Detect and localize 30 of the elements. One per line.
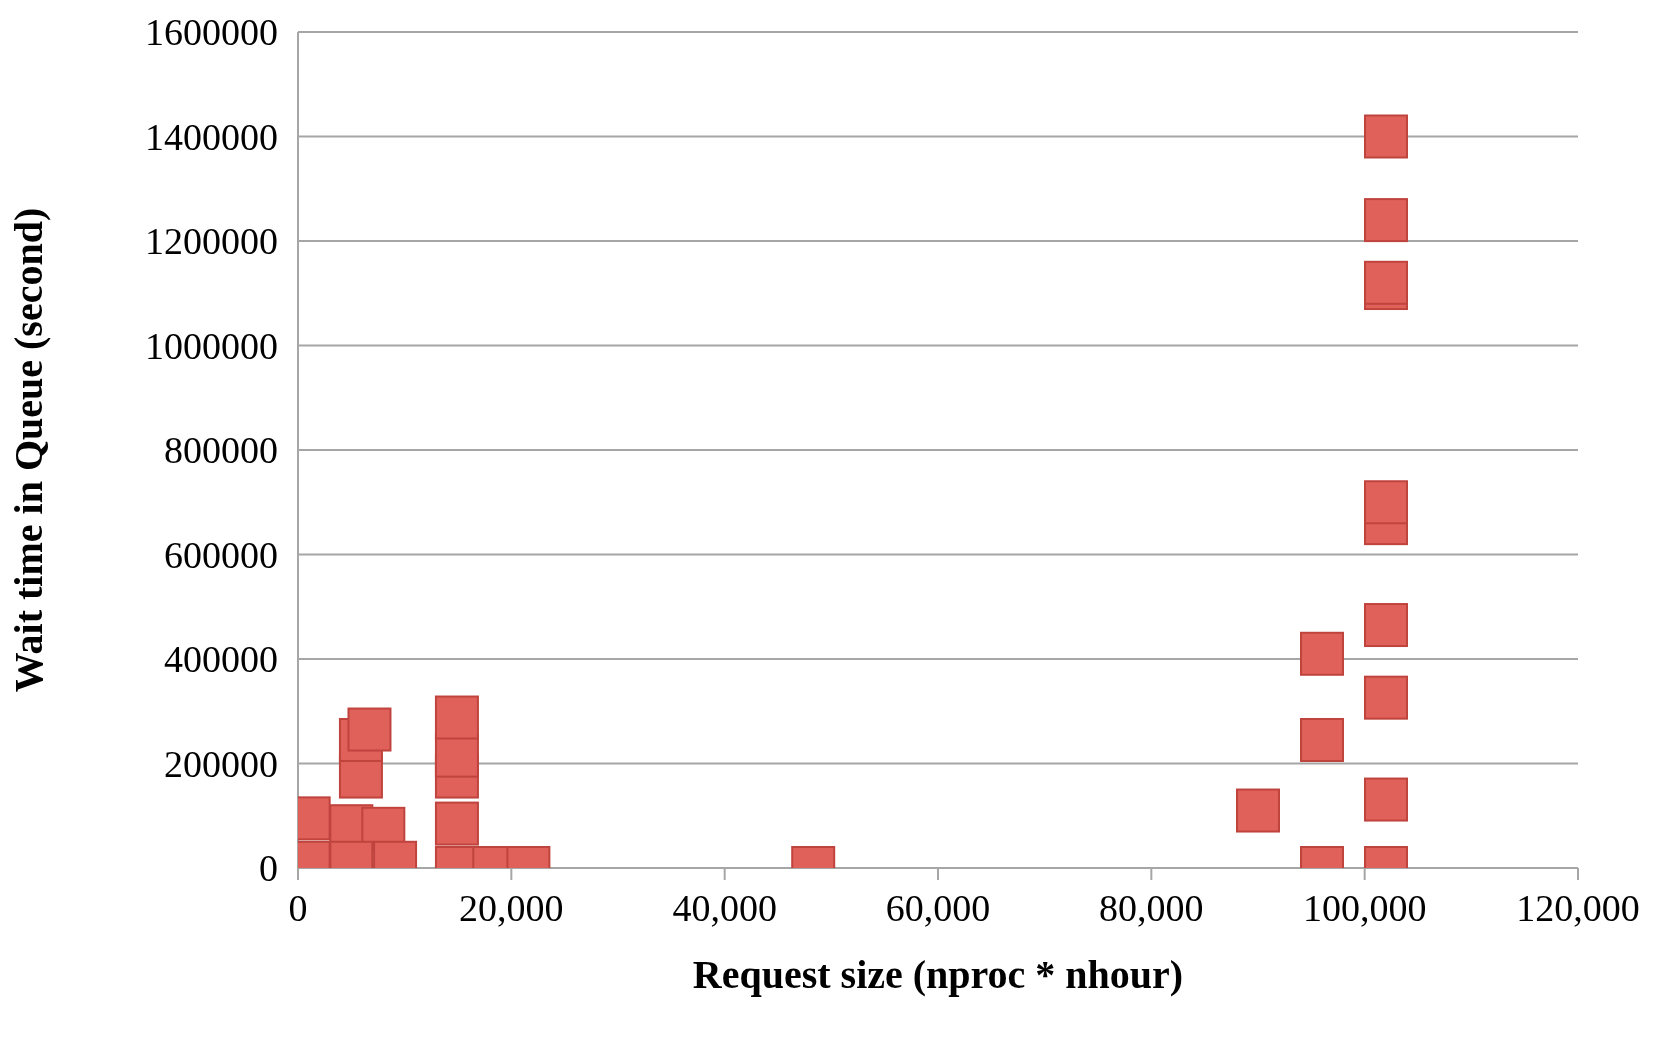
y-tick-label: 1000000 <box>145 324 278 367</box>
y-tick-label: 400000 <box>164 638 278 681</box>
y-axis-title: Wait time in Queue (second) <box>6 207 52 693</box>
x-tick-label: 120,000 <box>1516 886 1640 929</box>
y-tick-label: 0 <box>259 847 278 890</box>
point <box>1300 631 1344 676</box>
point <box>1300 717 1344 762</box>
point <box>1364 603 1408 648</box>
point <box>1364 198 1408 243</box>
x-tick-label: 20,000 <box>459 886 564 929</box>
y-tick-label: 800000 <box>164 429 278 472</box>
x-tick-label: 60,000 <box>885 886 991 929</box>
point <box>1364 777 1408 822</box>
point <box>347 707 392 752</box>
y-tick-label: 1200000 <box>145 220 278 263</box>
point <box>1364 480 1408 525</box>
y-tick-label: 1400000 <box>145 115 278 158</box>
point <box>1236 788 1280 833</box>
x-tick-label: 0 <box>288 886 308 929</box>
point <box>1364 675 1408 720</box>
point <box>434 695 479 740</box>
y-tick-label: 1600000 <box>145 11 278 54</box>
point <box>1364 114 1408 159</box>
y-tick-label: 600000 <box>164 533 278 576</box>
x-tick-label: 40,000 <box>672 886 777 929</box>
x-tick-label: 80,000 <box>1099 886 1204 929</box>
x-tick-label: 100,000 <box>1302 886 1427 929</box>
point <box>434 801 479 846</box>
x-axis-title: Request size (nproc * nhour) <box>692 952 1184 997</box>
y-tick-label: 200000 <box>164 742 278 785</box>
